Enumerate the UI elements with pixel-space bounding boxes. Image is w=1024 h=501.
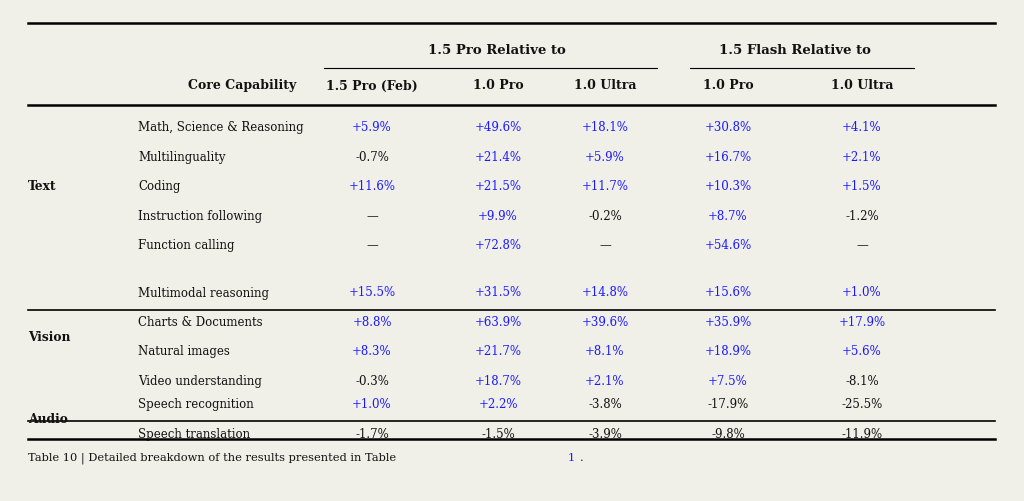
Text: +54.6%: +54.6% bbox=[705, 239, 752, 252]
Text: +7.5%: +7.5% bbox=[709, 374, 748, 387]
Text: —: — bbox=[856, 239, 868, 252]
Text: +8.1%: +8.1% bbox=[586, 345, 625, 358]
Text: +49.6%: +49.6% bbox=[474, 121, 521, 134]
Text: +14.8%: +14.8% bbox=[582, 286, 629, 299]
Text: Instruction following: Instruction following bbox=[138, 209, 262, 222]
Text: +8.7%: +8.7% bbox=[709, 209, 748, 222]
Text: +35.9%: +35.9% bbox=[705, 315, 752, 328]
Text: Math, Science & Reasoning: Math, Science & Reasoning bbox=[138, 121, 304, 134]
Text: .: . bbox=[580, 452, 584, 462]
Text: +21.5%: +21.5% bbox=[474, 180, 521, 193]
Text: -8.1%: -8.1% bbox=[845, 374, 879, 387]
Text: +18.1%: +18.1% bbox=[582, 121, 629, 134]
Text: -1.7%: -1.7% bbox=[355, 427, 389, 440]
Text: 1.5 Pro Relative to: 1.5 Pro Relative to bbox=[428, 44, 565, 57]
Text: +4.1%: +4.1% bbox=[842, 121, 882, 134]
Text: +2.2%: +2.2% bbox=[478, 398, 518, 411]
Text: -0.3%: -0.3% bbox=[355, 374, 389, 387]
Text: Natural images: Natural images bbox=[138, 345, 229, 358]
Text: +16.7%: +16.7% bbox=[705, 151, 752, 164]
Text: -25.5%: -25.5% bbox=[842, 398, 883, 411]
Text: -0.7%: -0.7% bbox=[355, 151, 389, 164]
Text: Audio: Audio bbox=[28, 412, 68, 425]
Text: 1.5 Pro (Feb): 1.5 Pro (Feb) bbox=[326, 79, 418, 92]
Text: 1.0 Ultra: 1.0 Ultra bbox=[573, 79, 636, 92]
Text: +5.9%: +5.9% bbox=[585, 151, 625, 164]
Text: +17.9%: +17.9% bbox=[839, 315, 886, 328]
Text: +31.5%: +31.5% bbox=[474, 286, 521, 299]
Text: Core Capability: Core Capability bbox=[188, 79, 296, 92]
Text: +2.1%: +2.1% bbox=[843, 151, 882, 164]
Text: +5.6%: +5.6% bbox=[842, 345, 882, 358]
Text: +15.5%: +15.5% bbox=[348, 286, 395, 299]
Text: -11.9%: -11.9% bbox=[842, 427, 883, 440]
Text: 1: 1 bbox=[568, 452, 575, 462]
Text: -0.2%: -0.2% bbox=[588, 209, 622, 222]
Text: -17.9%: -17.9% bbox=[708, 398, 749, 411]
Text: +18.7%: +18.7% bbox=[474, 374, 521, 387]
Text: Vision: Vision bbox=[28, 330, 71, 343]
Text: Multimodal reasoning: Multimodal reasoning bbox=[138, 286, 269, 299]
Text: —: — bbox=[367, 209, 378, 222]
Text: -1.2%: -1.2% bbox=[845, 209, 879, 222]
Text: -9.8%: -9.8% bbox=[711, 427, 744, 440]
Text: +11.7%: +11.7% bbox=[582, 180, 629, 193]
Text: Speech translation: Speech translation bbox=[138, 427, 250, 440]
Text: +72.8%: +72.8% bbox=[474, 239, 521, 252]
Text: 1.0 Pro: 1.0 Pro bbox=[473, 79, 523, 92]
Text: +39.6%: +39.6% bbox=[582, 315, 629, 328]
Text: -3.9%: -3.9% bbox=[588, 427, 622, 440]
Text: -3.8%: -3.8% bbox=[588, 398, 622, 411]
Text: —: — bbox=[599, 239, 611, 252]
Text: +21.4%: +21.4% bbox=[474, 151, 521, 164]
Text: +21.7%: +21.7% bbox=[474, 345, 521, 358]
Text: 1.0 Ultra: 1.0 Ultra bbox=[830, 79, 893, 92]
Text: +2.1%: +2.1% bbox=[586, 374, 625, 387]
Text: Table 10 | Detailed breakdown of the results presented in Table: Table 10 | Detailed breakdown of the res… bbox=[28, 451, 399, 463]
Text: 1.0 Pro: 1.0 Pro bbox=[702, 79, 754, 92]
Text: Text: Text bbox=[28, 180, 56, 193]
Text: +63.9%: +63.9% bbox=[474, 315, 521, 328]
Text: +11.6%: +11.6% bbox=[348, 180, 395, 193]
Text: —: — bbox=[367, 239, 378, 252]
Text: +9.9%: +9.9% bbox=[478, 209, 518, 222]
Text: 1.5 Flash Relative to: 1.5 Flash Relative to bbox=[719, 44, 871, 57]
Text: +15.6%: +15.6% bbox=[705, 286, 752, 299]
Text: +1.5%: +1.5% bbox=[842, 180, 882, 193]
Text: Function calling: Function calling bbox=[138, 239, 234, 252]
Text: Coding: Coding bbox=[138, 180, 180, 193]
Text: +30.8%: +30.8% bbox=[705, 121, 752, 134]
Text: +1.0%: +1.0% bbox=[352, 398, 392, 411]
Text: +10.3%: +10.3% bbox=[705, 180, 752, 193]
Text: Multilinguality: Multilinguality bbox=[138, 151, 225, 164]
Text: Speech recognition: Speech recognition bbox=[138, 398, 254, 411]
Text: +5.9%: +5.9% bbox=[352, 121, 392, 134]
Text: +8.8%: +8.8% bbox=[352, 315, 392, 328]
Text: Video understanding: Video understanding bbox=[138, 374, 262, 387]
Text: -1.5%: -1.5% bbox=[481, 427, 515, 440]
Text: Charts & Documents: Charts & Documents bbox=[138, 315, 262, 328]
Text: +1.0%: +1.0% bbox=[842, 286, 882, 299]
Text: +18.9%: +18.9% bbox=[705, 345, 752, 358]
Text: +8.3%: +8.3% bbox=[352, 345, 392, 358]
